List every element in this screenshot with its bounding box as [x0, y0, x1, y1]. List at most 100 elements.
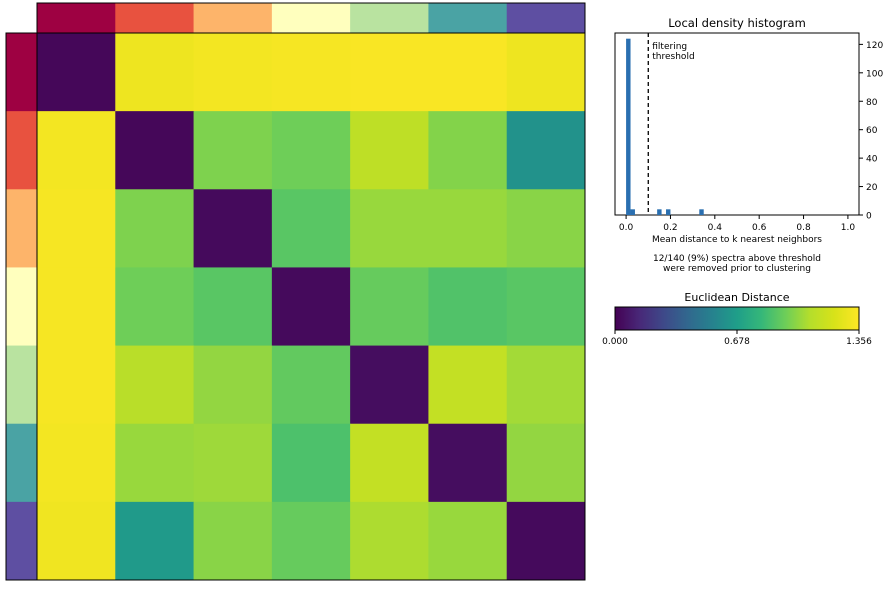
left-cluster-swatch-5 — [6, 423, 37, 503]
colorbar-ticks: 0.000 0.678 1.356 — [602, 330, 872, 347]
heatmap-cell-r0-c5 — [428, 33, 508, 112]
heatmap-frame — [36, 32, 586, 581]
top-cluster-swatch-2 — [193, 3, 273, 33]
heatmap-cell-r1-c3 — [271, 111, 351, 190]
histogram-y-ticks: 0 20 40 60 80 100 120 — [859, 41, 883, 222]
top-cluster-swatch-1 — [115, 3, 195, 33]
heatmap-cells — [37, 33, 586, 581]
heatmap-cell-r5-c0 — [37, 423, 116, 503]
heatmap-cell-r3-c5 — [428, 267, 508, 347]
heatmap-cell-r3-c0 — [37, 267, 116, 347]
heatmap-cell-r5-c1 — [115, 423, 195, 503]
colorbar-tick-label-2: 1.356 — [846, 337, 872, 347]
heatmap-cell-r6-c6 — [506, 501, 586, 581]
colorbar-gradient — [614, 306, 860, 331]
histogram-bar-2 — [657, 209, 662, 215]
heatmap-cell-r0-c0 — [37, 33, 116, 112]
consensus-heatmap — [5, 2, 586, 581]
heatmap-cell-r6-c1 — [115, 501, 195, 581]
heatmap-cell-r6-c2 — [193, 501, 273, 581]
y-tick-label-80: 80 — [866, 98, 878, 108]
colorbar-title: Euclidean Distance — [684, 291, 789, 304]
x-tick-label-0.0: 0.0 — [619, 223, 634, 233]
heatmap-cell-r5-c2 — [193, 423, 273, 503]
histogram-title: Local density histogram — [668, 16, 806, 30]
threshold-label-line-2: threshold — [652, 52, 694, 62]
histogram-caption-line-2: were removed prior to clustering — [663, 264, 811, 274]
heatmap-cell-r2-c3 — [271, 189, 351, 268]
histogram-caption-line-1: 12/140 (9%) spectra above threshold — [653, 254, 821, 264]
x-tick-label-0.2: 0.2 — [663, 223, 677, 233]
top-cluster-swatch-4 — [350, 3, 429, 33]
x-tick-label-0.8: 0.8 — [796, 223, 811, 233]
y-tick-label-120: 120 — [866, 41, 883, 51]
y-tick-label-20: 20 — [866, 183, 878, 193]
heatmap-cell-r4-c1 — [115, 345, 195, 425]
heatmap-cell-r3-c3 — [271, 267, 351, 347]
histogram-bar-3 — [666, 209, 671, 215]
heatmap-cell-r4-c5 — [428, 345, 508, 425]
heatmap-cell-r6-c5 — [428, 501, 508, 581]
y-tick-label-0: 0 — [866, 212, 872, 222]
density-histogram: Local density histogram filtering thresh… — [614, 16, 883, 274]
heatmap-cell-r4-c0 — [37, 345, 116, 425]
top-cluster-swatch-0 — [37, 3, 116, 33]
heatmap-cell-r2-c6 — [506, 189, 586, 268]
heatmap-cell-r3-c2 — [193, 267, 273, 347]
heatmap-cell-r4-c6 — [506, 345, 586, 425]
heatmap-cell-r5-c4 — [350, 423, 429, 503]
heatmap-cell-r5-c6 — [506, 423, 586, 503]
y-tick-label-100: 100 — [866, 69, 883, 79]
heatmap-cell-r1-c6 — [506, 111, 586, 190]
heatmap-cell-r2-c5 — [428, 189, 508, 268]
heatmap-cell-r1-c4 — [350, 111, 429, 190]
top-cluster-bar — [36, 2, 586, 34]
histogram-bar-1 — [630, 209, 635, 215]
heatmap-cell-r3-c4 — [350, 267, 429, 347]
colorbar-tick-label-1: 0.678 — [724, 337, 750, 347]
heatmap-cell-r1-c5 — [428, 111, 508, 190]
histogram-x-label: Mean distance to k nearest neighbors — [652, 235, 822, 245]
left-cluster-bar — [5, 32, 38, 581]
y-tick-label-40: 40 — [866, 155, 878, 165]
histogram-bar-0 — [626, 38, 631, 215]
heatmap-cell-r0-c1 — [115, 33, 195, 112]
left-cluster-swatch-0 — [6, 33, 37, 112]
heatmap-cell-r0-c3 — [271, 33, 351, 112]
heatmap-cell-r2-c1 — [115, 189, 195, 268]
threshold-label-line-1: filtering — [652, 42, 687, 52]
heatmap-cell-r2-c4 — [350, 189, 429, 268]
heatmap-cell-r0-c6 — [506, 33, 586, 112]
heatmap-cell-r0-c4 — [350, 33, 429, 112]
heatmap-cell-r3-c6 — [506, 267, 586, 347]
left-cluster-swatch-4 — [6, 345, 37, 425]
heatmap-cell-r6-c3 — [271, 501, 351, 581]
left-cluster-swatch-6 — [6, 501, 37, 581]
heatmap-cell-r3-c1 — [115, 267, 195, 347]
histogram-bar-4 — [699, 209, 704, 215]
y-tick-label-60: 60 — [866, 126, 878, 136]
heatmap-cell-r0-c2 — [193, 33, 273, 112]
x-tick-label-1.0: 1.0 — [841, 223, 856, 233]
heatmap-cell-r6-c0 — [37, 501, 116, 581]
top-cluster-swatch-3 — [271, 3, 351, 33]
heatmap-cell-r6-c4 — [350, 501, 429, 581]
x-tick-label-0.6: 0.6 — [752, 223, 767, 233]
left-cluster-swatch-2 — [6, 189, 37, 268]
left-cluster-swatch-3 — [6, 267, 37, 347]
top-cluster-swatch-5 — [428, 3, 508, 33]
heatmap-cell-r1-c1 — [115, 111, 195, 190]
heatmap-cell-r2-c0 — [37, 189, 116, 268]
heatmap-cell-r4-c4 — [350, 345, 429, 425]
left-cluster-swatch-1 — [6, 111, 37, 190]
heatmap-cell-r2-c2 — [193, 189, 273, 268]
colorbar: Euclidean Distance 0.000 0.678 1.356 — [602, 291, 872, 347]
x-tick-label-0.4: 0.4 — [708, 223, 723, 233]
histogram-x-ticks: 0.0 0.2 0.4 0.6 0.8 1.0 — [619, 215, 855, 233]
colorbar-tick-label-0: 0.000 — [602, 337, 628, 347]
histogram-axes — [614, 32, 860, 216]
top-cluster-swatch-6 — [506, 3, 586, 33]
heatmap-cell-r4-c2 — [193, 345, 273, 425]
heatmap-cell-r5-c5 — [428, 423, 508, 503]
